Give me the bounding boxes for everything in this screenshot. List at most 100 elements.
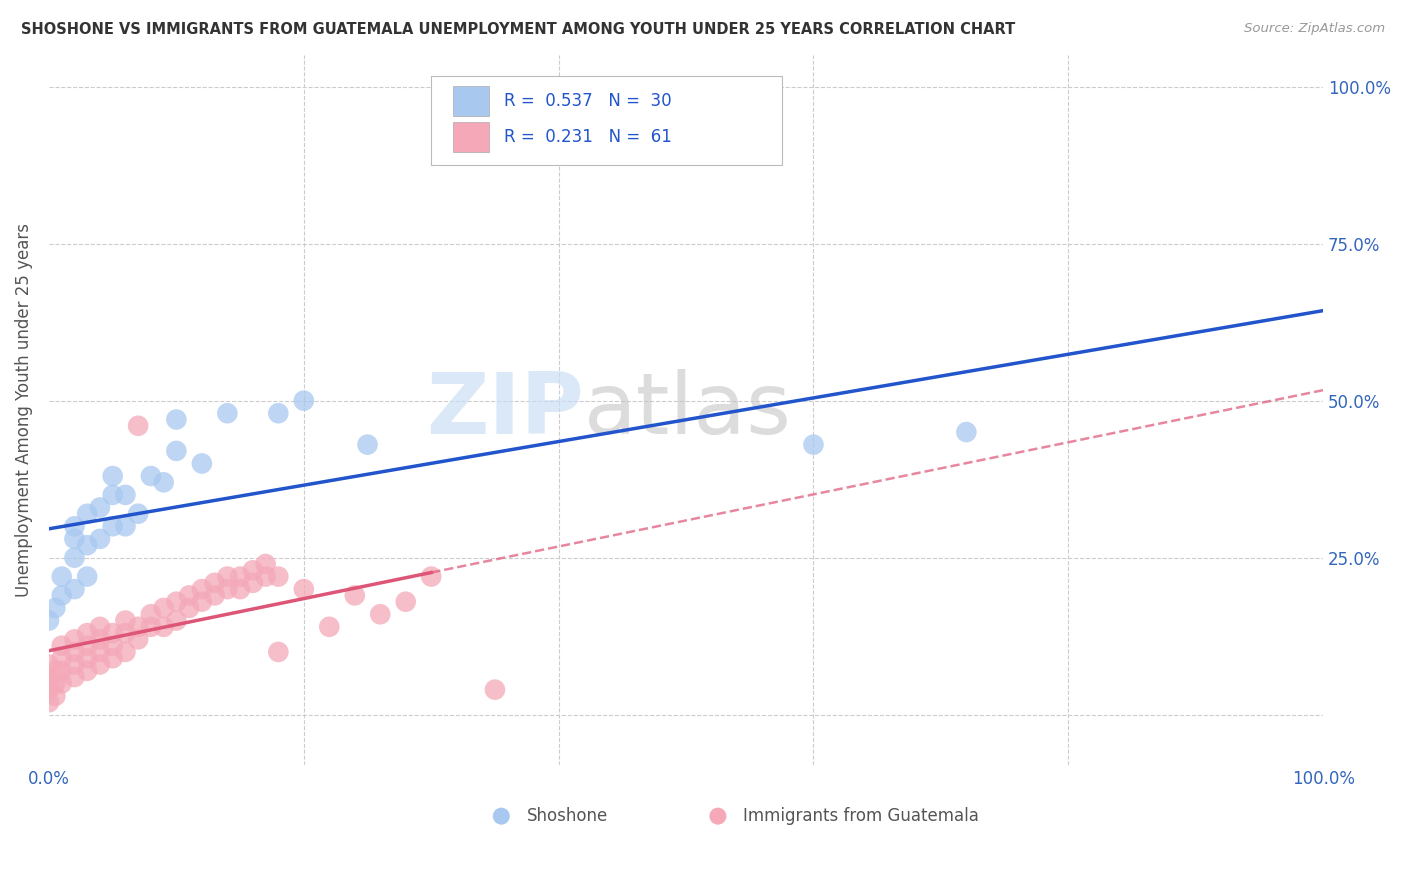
Point (38, 657, 60, 672)
Point (101, 488, 124, 502)
Point (89, 645, 111, 659)
Point (707, 753, 730, 767)
Point (152, 601, 174, 615)
Y-axis label: Unemployment Among Youth under 25 years: Unemployment Among Youth under 25 years (15, 223, 32, 597)
Point (114, 626, 136, 640)
Bar (453, 122, 488, 152)
Point (204, 575, 226, 590)
Text: R =  0.231   N =  61: R = 0.231 N = 61 (503, 128, 672, 145)
Bar (453, 87, 488, 116)
Point (191, 582, 214, 596)
Point (63, 519, 86, 533)
Point (63, 657, 86, 672)
Text: Immigrants from Guatemala: Immigrants from Guatemala (744, 807, 979, 825)
Point (51, 676, 73, 690)
Point (267, 569, 290, 583)
Point (217, 569, 239, 583)
Point (165, 614, 187, 628)
Point (44, 689, 66, 703)
Point (101, 469, 124, 483)
Point (127, 620, 149, 634)
Point (63, 670, 86, 684)
Point (63, 550, 86, 565)
Point (127, 507, 149, 521)
Point (229, 582, 252, 596)
Point (114, 645, 136, 659)
Point (127, 632, 149, 647)
Text: Shoshone: Shoshone (527, 807, 607, 825)
Point (139, 469, 162, 483)
Point (76, 538, 98, 552)
Point (254, 569, 277, 583)
Point (152, 620, 174, 634)
Point (101, 519, 124, 533)
Point (51, 569, 73, 583)
Point (152, 475, 174, 490)
Point (89, 500, 111, 515)
Point (955, 425, 977, 439)
Point (89, 657, 111, 672)
Point (101, 639, 124, 653)
Point (76, 639, 98, 653)
Point (368, 607, 391, 622)
Point (267, 406, 290, 420)
Point (63, 532, 86, 546)
Point (101, 651, 124, 665)
Point (491, 753, 513, 767)
Point (267, 645, 290, 659)
Point (76, 569, 98, 583)
Point (127, 418, 149, 433)
Point (44, 601, 66, 615)
Point (51, 664, 73, 678)
Point (318, 620, 340, 634)
Text: R =  0.537   N =  30: R = 0.537 N = 30 (503, 92, 672, 111)
Point (204, 588, 226, 602)
Point (44, 664, 66, 678)
Point (217, 582, 239, 596)
Point (89, 620, 111, 634)
Point (63, 645, 86, 659)
Point (89, 532, 111, 546)
Point (165, 444, 187, 458)
Point (76, 507, 98, 521)
Point (114, 488, 136, 502)
Point (51, 588, 73, 602)
Point (114, 519, 136, 533)
FancyBboxPatch shape (432, 77, 782, 165)
Point (254, 557, 277, 571)
Point (38, 670, 60, 684)
Point (217, 406, 239, 420)
Point (51, 651, 73, 665)
Point (356, 437, 378, 451)
Text: SHOSHONE VS IMMIGRANTS FROM GUATEMALA UNEMPLOYMENT AMONG YOUTH UNDER 25 YEARS CO: SHOSHONE VS IMMIGRANTS FROM GUATEMALA UN… (21, 22, 1015, 37)
Text: atlas: atlas (583, 368, 792, 451)
Point (179, 588, 201, 602)
Point (179, 601, 201, 615)
Point (242, 563, 264, 577)
Point (114, 614, 136, 628)
Point (343, 588, 366, 602)
Point (229, 569, 252, 583)
Point (242, 575, 264, 590)
Point (63, 582, 86, 596)
Point (395, 595, 418, 609)
Point (76, 626, 98, 640)
Point (101, 626, 124, 640)
Point (139, 620, 162, 634)
Point (63, 632, 86, 647)
Point (38, 695, 60, 709)
Point (44, 676, 66, 690)
Point (191, 595, 214, 609)
Point (139, 607, 162, 622)
Point (292, 582, 315, 596)
Point (292, 393, 315, 408)
Point (165, 412, 187, 426)
Point (165, 595, 187, 609)
Point (484, 682, 506, 697)
Point (38, 614, 60, 628)
Point (76, 651, 98, 665)
Point (420, 569, 443, 583)
Point (89, 632, 111, 647)
Point (191, 457, 214, 471)
Point (803, 437, 825, 451)
